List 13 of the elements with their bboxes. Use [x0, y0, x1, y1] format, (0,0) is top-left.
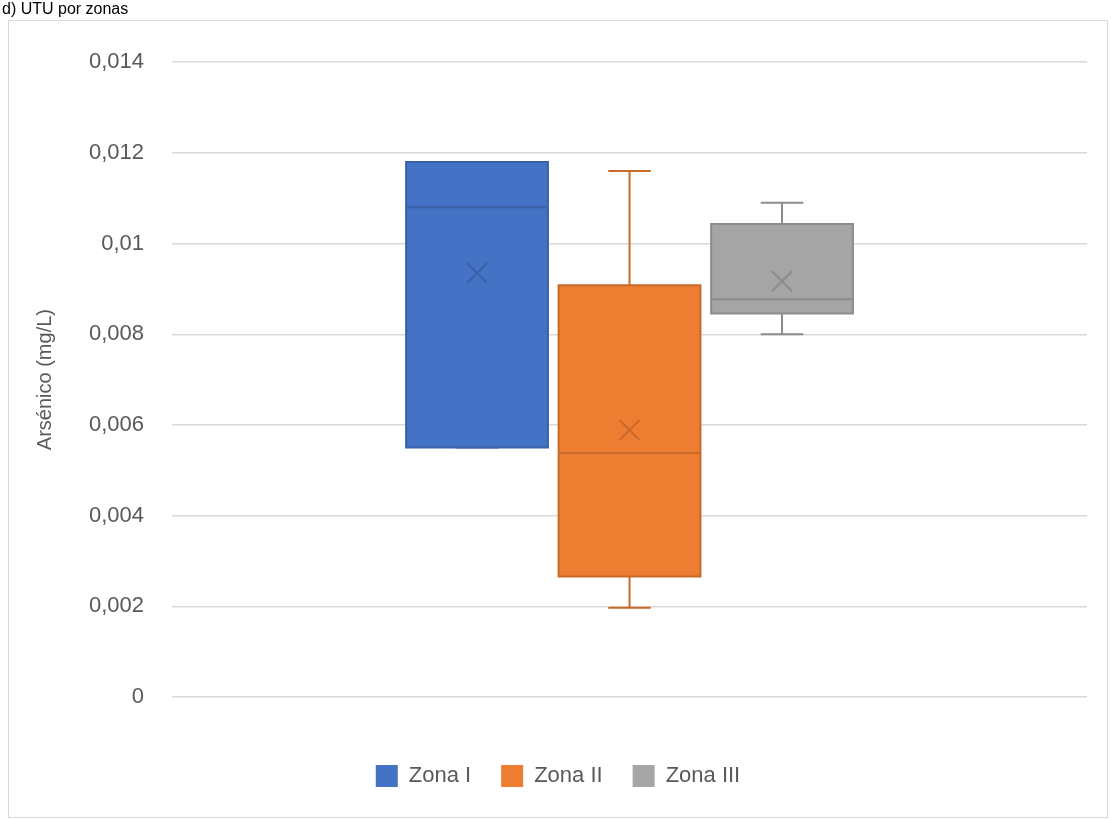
y-tick-label: 0,002	[88, 592, 145, 618]
y-tick-label: 0,008	[88, 320, 145, 346]
y-tick-label: 0,012	[88, 138, 145, 164]
legend-label: Zona I	[408, 762, 472, 788]
legend-label: Zona III	[665, 762, 741, 788]
y-tick-label: 0,004	[88, 501, 145, 527]
legend-label: Zona II	[534, 762, 603, 788]
chart-title: d) UTU por zonas	[2, 0, 129, 18]
y-tick-label: 0,006	[88, 411, 145, 437]
y-tick-label: 0	[131, 683, 145, 709]
y-tick-label: 0,014	[88, 48, 145, 74]
y-axis-title: Arsénico (mg/L)	[32, 309, 55, 451]
y-tick-label: 0,01	[101, 229, 145, 255]
